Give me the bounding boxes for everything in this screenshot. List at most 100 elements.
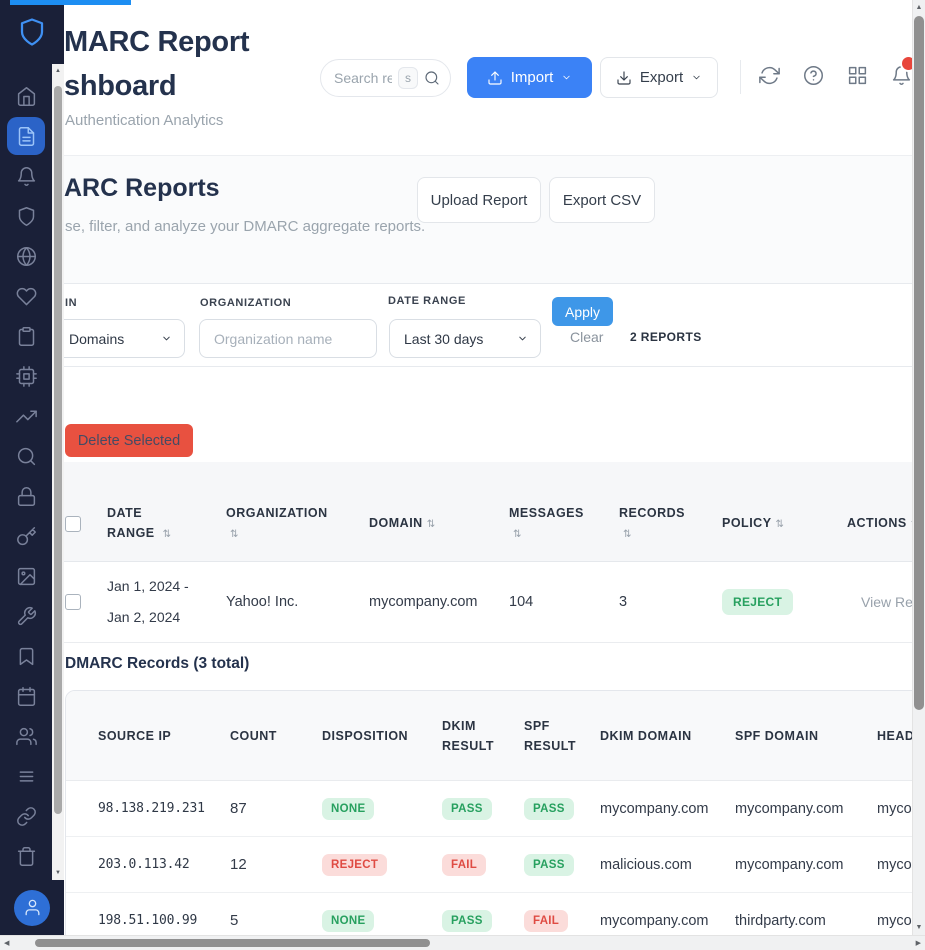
- trash-icon: [17, 846, 35, 866]
- sidebar-item-tasks[interactable]: [0, 316, 52, 356]
- report-messages: 104: [509, 594, 534, 610]
- column-header-date-range[interactable]: DATE RANGE ⇅: [107, 505, 172, 540]
- horizontal-scrollbar[interactable]: ◀ ▶: [0, 935, 925, 950]
- date-range-select-value: Last 30 days: [404, 330, 484, 347]
- image-icon: [17, 567, 35, 585]
- spf-result-badge: PASS: [524, 853, 574, 876]
- key-icon: [16, 526, 36, 545]
- domain-select[interactable]: Domains: [64, 319, 185, 358]
- sidebar-item-security[interactable]: [0, 196, 52, 236]
- sidebar-item-tools[interactable]: [0, 596, 52, 636]
- scroll-down-arrow-icon[interactable]: ▼: [55, 870, 61, 876]
- sidebar-item-users[interactable]: [0, 716, 52, 756]
- main-content: MARC Report shboard Authentication Analy…: [64, 0, 925, 935]
- record-source-ip: 198.51.100.99: [98, 913, 198, 928]
- export-csv-button[interactable]: Export CSV: [549, 177, 655, 223]
- sidebar-scrollbar[interactable]: ▲ ▼: [52, 64, 64, 880]
- search-input[interactable]: Search re s: [320, 59, 451, 97]
- column-header-source-ip: SOURCE IP: [98, 728, 172, 743]
- shield-icon: [18, 206, 34, 226]
- record-source-ip: 203.0.113.42: [98, 857, 190, 872]
- spf-result-badge: PASS: [524, 797, 574, 820]
- sidebar-user[interactable]: [0, 880, 64, 935]
- sidebar-item-keys[interactable]: [0, 516, 52, 556]
- column-header-disposition: DISPOSITION: [322, 728, 409, 743]
- link-icon: [16, 806, 36, 826]
- spf-result-badge: FAIL: [524, 909, 569, 932]
- sidebar-item-search[interactable]: [0, 436, 52, 476]
- apply-button[interactable]: Apply: [552, 297, 613, 326]
- domain-select-value: Domains: [69, 330, 125, 347]
- table-row: Jan 1, 2024 - Jan 2, 2024 Yahoo! Inc. myc…: [64, 562, 925, 643]
- sidebar-item-alerts[interactable]: [0, 156, 52, 196]
- disposition-badge: NONE: [322, 909, 375, 932]
- disposition-badge: NONE: [322, 797, 375, 820]
- import-button[interactable]: Import: [467, 57, 592, 98]
- row-checkbox[interactable]: [65, 594, 81, 610]
- sidebar-item-system[interactable]: [0, 356, 52, 396]
- refresh-button[interactable]: [758, 65, 780, 87]
- sidebar: ▲ ▼: [0, 0, 64, 935]
- sidebar-item-bookmarks[interactable]: [0, 636, 52, 676]
- sidebar-item-menu[interactable]: [0, 756, 52, 796]
- delete-selected-button[interactable]: Delete Selected: [65, 424, 193, 457]
- record-count: 5: [230, 912, 239, 929]
- dmarc-records-card: SOURCE IP COUNT DISPOSITION DKIM RESULT …: [65, 690, 925, 935]
- chevron-down-icon: [519, 336, 526, 341]
- horizontal-scrollbar-thumb[interactable]: [35, 939, 430, 947]
- scroll-up-arrow-icon[interactable]: ▲: [915, 4, 923, 11]
- home-icon: [17, 86, 35, 106]
- dkim-result-badge: PASS: [442, 797, 492, 820]
- sidebar-item-favorites[interactable]: [0, 276, 52, 316]
- sidebar-item-analytics[interactable]: [0, 396, 52, 436]
- vertical-scrollbar[interactable]: ▲ ▼: [912, 0, 925, 935]
- help-button[interactable]: [802, 65, 824, 87]
- column-header-domain[interactable]: DOMAIN ⇅: [369, 515, 436, 530]
- column-header-policy[interactable]: POLICY ⇅: [722, 515, 785, 530]
- column-header-messages[interactable]: MESSAGES ⇅: [509, 505, 584, 540]
- report-organization: Yahoo! Inc.: [226, 594, 299, 610]
- sidebar-item-trash[interactable]: [0, 836, 52, 876]
- organization-input[interactable]: [199, 319, 377, 358]
- help-circle-icon: [803, 66, 823, 85]
- export-button[interactable]: Export: [600, 57, 718, 98]
- sidebar-scrollbar-thumb[interactable]: [54, 86, 62, 814]
- page-subtitle: Authentication Analytics: [65, 112, 224, 129]
- scroll-right-arrow-icon[interactable]: ▶: [915, 940, 921, 947]
- sidebar-item-media[interactable]: [0, 556, 52, 596]
- column-header-organization[interactable]: ORGANIZATION ⇅: [226, 505, 328, 540]
- sidebar-item-links[interactable]: [0, 796, 52, 836]
- search-icon: [17, 447, 35, 465]
- sidebar-item-home[interactable]: [0, 76, 52, 116]
- avatar[interactable]: [14, 889, 50, 926]
- apps-button[interactable]: [846, 65, 868, 87]
- column-header-dkim-domain: DKIM DOMAIN: [600, 728, 692, 743]
- search-shortcut-key: s: [398, 67, 418, 89]
- record-row: 98.138.219.231 87 NONE PASS PASS mycompa…: [66, 781, 925, 837]
- upload-icon: [488, 70, 502, 85]
- sidebar-nav: [0, 64, 52, 876]
- date-range-select[interactable]: Last 30 days: [389, 319, 541, 358]
- sidebar-item-privacy[interactable]: [0, 476, 52, 516]
- scroll-left-arrow-icon[interactable]: ◀: [4, 940, 10, 947]
- column-header-records[interactable]: RECORDS ⇅: [619, 505, 686, 540]
- user-icon: [24, 899, 40, 916]
- vertical-scrollbar-thumb[interactable]: [914, 16, 924, 710]
- users-icon: [15, 727, 37, 745]
- column-header-count: COUNT: [230, 728, 277, 743]
- view-records-link[interactable]: View Records: [861, 594, 925, 610]
- clear-button[interactable]: Clear: [564, 328, 609, 346]
- scroll-up-arrow-icon[interactable]: ▲: [55, 68, 61, 74]
- sidebar-item-calendar[interactable]: [0, 676, 52, 716]
- report-domain: mycompany.com: [369, 594, 478, 610]
- chevron-down-icon: [693, 75, 700, 80]
- app-logo[interactable]: [0, 0, 64, 64]
- calendar-icon: [17, 686, 35, 706]
- upload-report-button[interactable]: Upload Report: [417, 177, 541, 223]
- select-all-checkbox[interactable]: [65, 515, 81, 532]
- scroll-down-arrow-icon[interactable]: ▼: [915, 924, 923, 931]
- sidebar-item-domains[interactable]: [0, 236, 52, 276]
- disposition-badge: REJECT: [322, 853, 388, 876]
- sidebar-item-reports[interactable]: [0, 116, 52, 156]
